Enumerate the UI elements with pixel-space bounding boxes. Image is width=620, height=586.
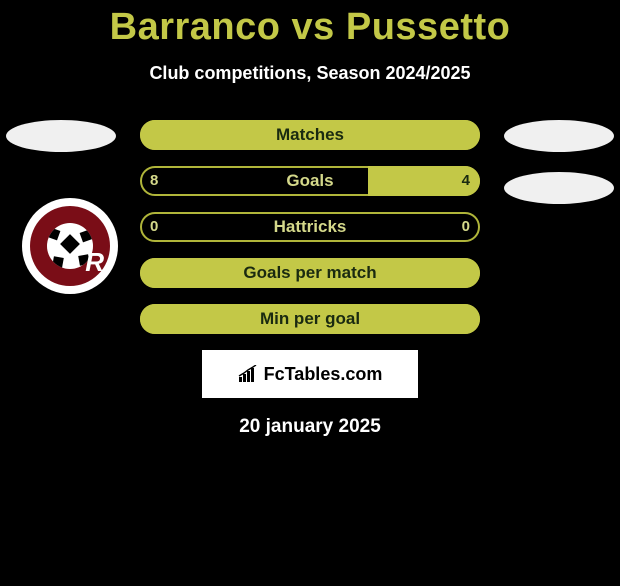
player-left-placeholder bbox=[6, 120, 116, 152]
stat-bar: Hattricks0 0 bbox=[140, 212, 480, 242]
stat-bar-value-left: 0 bbox=[140, 212, 168, 242]
snapshot-date: 20 january 2025 bbox=[0, 416, 620, 438]
stat-bar-value-right: 4 bbox=[452, 166, 480, 196]
stat-bar-label: Goals per match bbox=[140, 258, 480, 288]
page-subtitle: Club competitions, Season 2024/2025 bbox=[0, 63, 620, 84]
club-badge-letter: R bbox=[85, 247, 104, 278]
stat-bar: Goals per match bbox=[140, 258, 480, 288]
stat-bar-label: Goals bbox=[140, 166, 480, 196]
bar-chart-icon bbox=[238, 365, 258, 383]
player-right-placeholder bbox=[504, 120, 614, 152]
brand-text: FcTables.com bbox=[264, 364, 383, 385]
stat-bar-label: Hattricks bbox=[140, 212, 480, 242]
stat-bar: Matches bbox=[140, 120, 480, 150]
stat-bar: Min per goal bbox=[140, 304, 480, 334]
club-badge-inner: R bbox=[30, 206, 110, 286]
stat-bars: Matches Goals8 4 Hattricks0 0 Goals per match… bbox=[140, 120, 480, 334]
stat-bar-value-right: 0 bbox=[452, 212, 480, 242]
club-badge-left: R bbox=[22, 198, 118, 294]
stat-bar: Goals8 4 bbox=[140, 166, 480, 196]
player-right-placeholder-2 bbox=[504, 172, 614, 204]
stat-bar-label: Matches bbox=[140, 120, 480, 150]
stat-bar-value-left: 8 bbox=[140, 166, 168, 196]
brand-box: FcTables.com bbox=[202, 350, 418, 398]
comparison-panel: R Matches Goals8 4 Hattricks0 0 Goals per mat… bbox=[0, 120, 620, 438]
stat-bar-label: Min per goal bbox=[140, 304, 480, 334]
page-title: Barranco vs Pussetto bbox=[0, 6, 620, 49]
